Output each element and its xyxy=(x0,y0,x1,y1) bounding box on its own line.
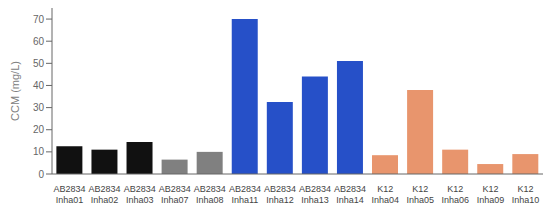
svg-text:AB2834Inha07: AB2834Inha07 xyxy=(159,184,191,205)
svg-text:K12Inha10: K12Inha10 xyxy=(512,184,540,205)
svg-text:30: 30 xyxy=(33,102,45,113)
svg-text:K12Inha06: K12Inha06 xyxy=(442,184,470,205)
svg-text:40: 40 xyxy=(33,80,45,91)
svg-text:K12Inha04: K12Inha04 xyxy=(371,184,399,205)
svg-text:20: 20 xyxy=(33,124,45,135)
svg-text:AB2834Inha13: AB2834Inha13 xyxy=(299,184,331,205)
svg-text:0: 0 xyxy=(38,169,44,180)
svg-text:AB2834Inha02: AB2834Inha02 xyxy=(89,184,121,205)
svg-text:K12Inha05: K12Inha05 xyxy=(406,184,434,205)
svg-text:AB2834Inha11: AB2834Inha11 xyxy=(229,184,261,205)
svg-text:AB2834Inha12: AB2834Inha12 xyxy=(264,184,296,205)
svg-text:AB2834Inha14: AB2834Inha14 xyxy=(334,184,366,205)
svg-text:60: 60 xyxy=(33,36,45,47)
svg-text:AB2834Inha03: AB2834Inha03 xyxy=(124,184,156,205)
svg-text:70: 70 xyxy=(33,14,45,25)
svg-text:10: 10 xyxy=(33,146,45,157)
svg-text:AB2834Inha01: AB2834Inha01 xyxy=(54,184,86,205)
svg-text:K12Inha09: K12Inha09 xyxy=(477,184,505,205)
svg-text:CCM (mg/L): CCM (mg/L) xyxy=(9,61,21,121)
svg-text:AB2834Inha08: AB2834Inha08 xyxy=(194,184,226,205)
svg-text:50: 50 xyxy=(33,58,45,69)
